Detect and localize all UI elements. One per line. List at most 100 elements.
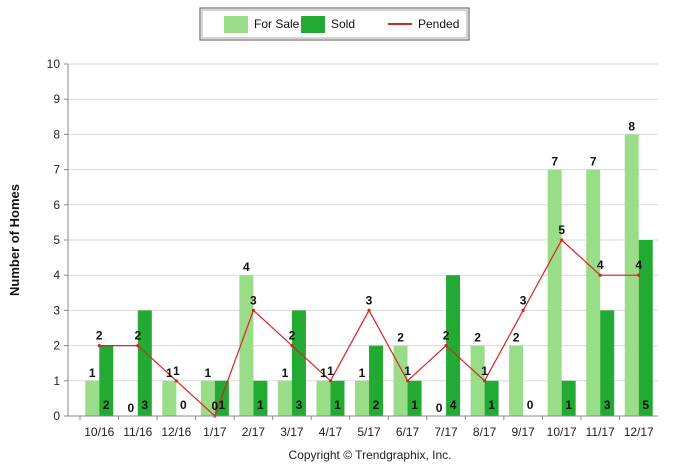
data-label-for-sale: 1 [205,366,212,380]
data-label-sold: 2 [103,398,110,412]
data-label-pended: 1 [404,364,411,378]
bar-sold [638,240,653,416]
data-label-sold: 1 [565,398,572,412]
data-label-pended: 5 [558,223,565,237]
y-tick-label: 0 [53,409,60,423]
data-label-sold: 3 [604,398,611,412]
data-label-for-sale: 2 [474,331,481,345]
data-label-for-sale: 1 [89,366,96,380]
legend: For Sale Sold Pended [199,7,470,41]
bar-sold [600,310,615,416]
bar-for-sale [393,345,408,416]
x-tick-label: 9/17 [511,425,535,439]
y-tick-label: 6 [53,198,60,212]
data-label-pended: 2 [289,329,296,343]
y-tick-label: 4 [53,268,60,282]
pended-point [251,308,255,312]
pended-point [521,308,525,312]
x-tick-label: 12/17 [624,425,654,439]
x-tick-label: 11/16 [123,425,152,439]
pended-point [598,273,602,277]
data-label-sold: 1 [334,398,341,412]
y-axis-ticks: 0 1 2 3 4 5 6 7 8 9 10 [47,57,68,423]
data-label-for-sale: 4 [243,260,250,274]
x-tick-label: 8/17 [473,425,497,439]
legend-swatch-2 [301,16,325,33]
data-label-sold: 2 [373,398,380,412]
legend-label-3: Pended [418,17,459,31]
data-label-for-sale: 2 [397,331,404,345]
data-label-pended: 3 [366,293,373,307]
data-label-sold: 4 [450,398,457,412]
bar-sold [407,380,422,416]
x-tick-label: 10/16 [84,425,114,439]
pended-point [290,344,294,348]
y-tick-label: 9 [53,92,60,106]
bar-for-sale [547,169,562,416]
x-tick-label: 6/17 [396,425,420,439]
bar-sold [291,310,306,416]
data-label-pended: 0 [212,399,219,413]
x-tick-label: 7/17 [434,425,458,439]
data-label-sold: 1 [411,398,418,412]
legend-inner-frame [201,9,468,39]
data-label-for-sale: 1 [359,366,366,380]
pended-point [136,344,140,348]
bar-sold [446,275,461,416]
y-tick-label: 7 [53,163,60,177]
y-tick-label: 3 [53,303,60,317]
bar-for-sale [509,345,524,416]
bar-for-sale [586,169,601,416]
bar-for-sale [470,345,485,416]
data-label-pended: 2 [96,329,103,343]
pended-line [97,238,641,418]
bars [85,134,653,416]
data-label-pended: 2 [134,329,141,343]
data-label-pended: 1 [481,364,488,378]
data-label-for-sale: 1 [166,366,173,380]
data-label-for-sale: 1 [282,366,289,380]
pended-point [174,379,178,383]
data-label-pended: 3 [250,293,257,307]
data-label-pended: 2 [443,329,450,343]
pended-point [97,344,101,348]
bar-for-sale [239,275,254,416]
pended-point [367,308,371,312]
data-label-sold: 0 [180,398,187,412]
data-label-pended: 3 [520,293,527,307]
bar-sold [369,345,383,416]
pended-point [444,344,448,348]
pended-point [328,379,333,383]
bar-for-sale [277,380,292,416]
bar-for-sale [316,380,331,416]
y-tick-label: 10 [47,57,61,71]
x-tick-label: 11/17 [586,425,615,439]
y-tick-label: 2 [53,339,60,353]
legend-label-2: Sold [331,17,355,31]
data-label-for-sale: 7 [590,155,597,169]
bar-sold [484,380,499,416]
y-tick-label: 1 [53,374,60,388]
data-label-sold: 5 [642,398,649,412]
legend-swatch-1 [224,16,248,33]
bar-for-sale [162,380,177,416]
data-label-for-sale: 0 [436,401,443,415]
copyright-text: Copyright © Trendgraphix, Inc. [289,448,452,462]
x-tick-label: 5/17 [357,425,381,439]
data-label-for-sale: 7 [551,155,558,169]
data-label-sold: 1 [257,398,264,412]
data-label-pended: 4 [635,258,642,272]
data-label-sold: 1 [219,398,226,412]
y-tick-label: 8 [53,127,60,141]
bar-for-sale [355,380,369,416]
data-label-pended: 1 [327,364,334,378]
x-tick-label: 4/17 [319,425,343,439]
x-axis-ticks: 10/16 11/16 12/16 1/17 2/17 3/17 4/17 5/17 6/17 7… [79,416,654,439]
x-tick-label: 12/16 [161,425,191,439]
data-label-pended: 1 [173,364,180,378]
bar-sold [137,310,152,416]
legend-label-1: For Sale [254,17,300,31]
data-label-for-sale: 1 [320,366,327,380]
